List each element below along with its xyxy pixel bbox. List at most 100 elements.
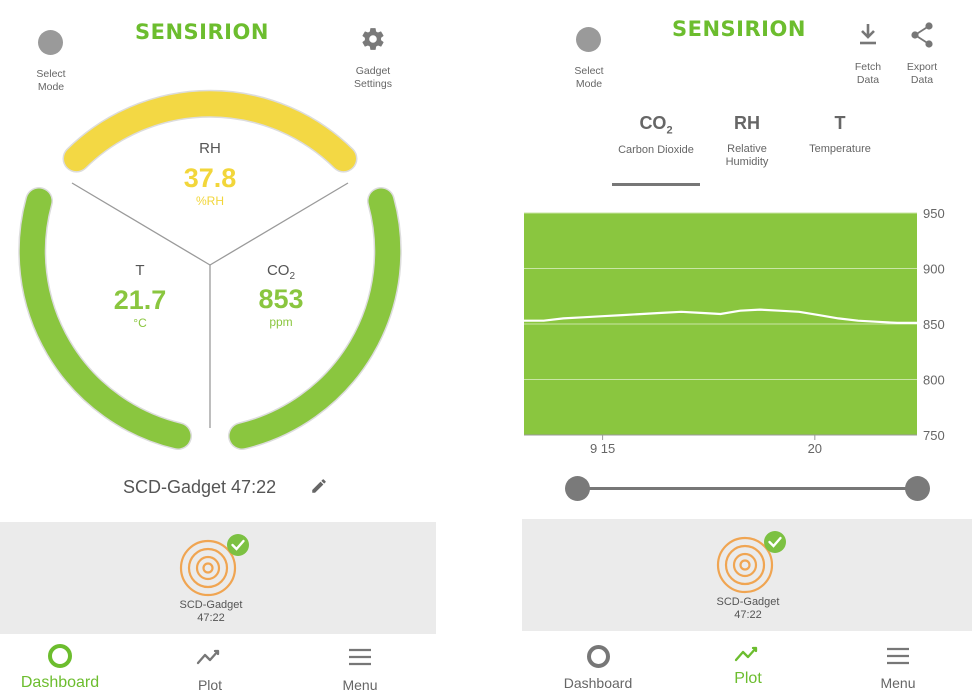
- device-panel: [0, 522, 436, 634]
- co2-unit: ppm: [269, 315, 293, 329]
- menu-hamburger-icon: [349, 648, 371, 666]
- tab-t-label: Temperature: [809, 143, 871, 155]
- t-value: 21.7: [113, 285, 167, 315]
- y-tick-label: 950: [923, 206, 945, 221]
- co2-data-point: [680, 311, 682, 313]
- nav-plot-label: Plot: [734, 670, 762, 687]
- tab-t[interactable]: T Temperature: [795, 113, 885, 156]
- menu-hamburger-icon: [887, 647, 909, 665]
- tab-rh[interactable]: RH Relative Humidity: [707, 113, 787, 169]
- co2-data-point: [562, 317, 564, 320]
- select-mode-label: Select Mode: [574, 65, 604, 90]
- select-mode-button[interactable]: [576, 27, 601, 52]
- nav-dashboard[interactable]: Dashboard: [548, 645, 648, 691]
- co2-data-point: [543, 320, 545, 322]
- gauge-ring: [18, 89, 402, 450]
- time-range-start-handle[interactable]: [565, 476, 590, 501]
- co2-data-point: [582, 316, 584, 318]
- co2-data-point: [818, 314, 820, 316]
- co2-title: CO2: [266, 262, 296, 282]
- x-tick-label: 9 15: [590, 441, 615, 456]
- t-title: T: [135, 262, 145, 279]
- rh-title: RH: [199, 140, 221, 157]
- rh-value: 37.8: [183, 163, 237, 193]
- sensirion-logo: SENSIRION: [135, 20, 269, 44]
- sensirion-logo: SENSIRION: [672, 17, 806, 41]
- tab-co2-label: Carbon Dioxide: [618, 143, 694, 156]
- device-card-label: SCD-Gadget 47:22: [716, 596, 780, 621]
- dashboard-icon: [586, 645, 610, 668]
- y-tick-label: 800: [923, 373, 945, 388]
- gadget-settings-label: Gadget Settings: [354, 65, 392, 90]
- t-gauge-arc: [19, 188, 191, 449]
- rh-gauge[interactable]: RH 37.8 %RH: [150, 140, 270, 208]
- co2-line-chart[interactable]: 950 900 850 800 750 9 15 20: [522, 205, 972, 465]
- co2-data-point: [916, 322, 918, 324]
- gauge-divider-lines: [71, 182, 349, 428]
- co2-data-point: [798, 311, 800, 313]
- tab-co2-symbol: CO2: [639, 113, 673, 137]
- nav-menu-label: Menu: [342, 677, 378, 693]
- nav-dashboard[interactable]: Dashboard: [10, 644, 110, 692]
- co2-data-point: [896, 322, 898, 324]
- co2-data-point: [719, 313, 722, 315]
- plot-line-icon: [734, 646, 758, 662]
- co2-data-point: [660, 312, 663, 314]
- tab-rh-symbol: RH: [734, 113, 760, 133]
- plot-line-icon: [196, 649, 220, 665]
- device-card[interactable]: [178, 532, 254, 600]
- t-unit: °C: [133, 316, 147, 330]
- nav-dashboard-label: Dashboard: [20, 674, 100, 691]
- device-card[interactable]: [715, 529, 791, 597]
- nav-menu-label: Menu: [880, 675, 916, 691]
- co2-data-point: [759, 308, 761, 311]
- nav-plot[interactable]: Plot: [160, 646, 260, 693]
- gadget-target-icon: [179, 534, 249, 597]
- bottom-nav: [0, 634, 436, 698]
- select-mode-label: Select Mode: [36, 68, 66, 93]
- active-tab-indicator: [612, 183, 700, 186]
- gadget-target-icon: [716, 531, 786, 594]
- share-icon[interactable]: [910, 22, 934, 48]
- co2-data-point: [621, 314, 623, 316]
- co2-gauge-arc: [229, 188, 401, 449]
- nav-plot-label: Plot: [197, 677, 223, 693]
- download-icon[interactable]: [857, 22, 879, 46]
- co2-gauge[interactable]: CO2 853 ppm: [221, 262, 341, 329]
- rh-gauge-arc: [64, 91, 356, 172]
- co2-data-point: [857, 320, 859, 322]
- device-card-label: SCD-Gadget 47:22: [179, 599, 243, 624]
- co2-value: 853: [258, 284, 304, 314]
- co2-data-point: [739, 310, 741, 312]
- t-gauge[interactable]: T 21.7 °C: [80, 262, 200, 330]
- select-mode-button[interactable]: [38, 30, 63, 55]
- nav-menu[interactable]: Menu: [310, 646, 410, 693]
- tab-co2[interactable]: CO2 Carbon Dioxide: [610, 113, 702, 157]
- x-tick-label: 20: [808, 441, 822, 456]
- dashboard-screen: Select Mode SENSIRION Gadget Settings RH…: [0, 0, 436, 698]
- y-tick-label: 750: [923, 428, 945, 443]
- dashboard-icon: [48, 644, 72, 668]
- gear-icon[interactable]: [360, 26, 386, 52]
- nav-plot[interactable]: Plot: [698, 643, 798, 688]
- co2-data-point: [700, 312, 702, 314]
- fetch-data-label: Fetch Data: [854, 61, 882, 86]
- nav-menu[interactable]: Menu: [848, 645, 948, 691]
- edit-pencil-icon[interactable]: [310, 477, 330, 497]
- time-range-end-handle[interactable]: [905, 476, 930, 501]
- co2-data-point: [778, 310, 781, 312]
- nav-dashboard-label: Dashboard: [563, 675, 633, 691]
- tab-rh-label: Relative Humidity: [725, 143, 769, 168]
- co2-data-point: [837, 317, 839, 320]
- tab-t-symbol: T: [834, 113, 846, 133]
- co2-data-point: [523, 320, 525, 322]
- export-data-label: Export Data: [906, 61, 938, 86]
- y-tick-label: 850: [923, 317, 945, 332]
- y-tick-label: 900: [923, 262, 945, 277]
- plot-screen: Select Mode SENSIRION Fetch Data Export …: [522, 0, 972, 698]
- co2-data-point: [641, 313, 643, 315]
- co2-data-point: [602, 315, 604, 317]
- time-range-track: [578, 487, 918, 490]
- rh-unit: %RH: [195, 194, 224, 208]
- device-name: SCD-Gadget 47:22: [123, 477, 277, 497]
